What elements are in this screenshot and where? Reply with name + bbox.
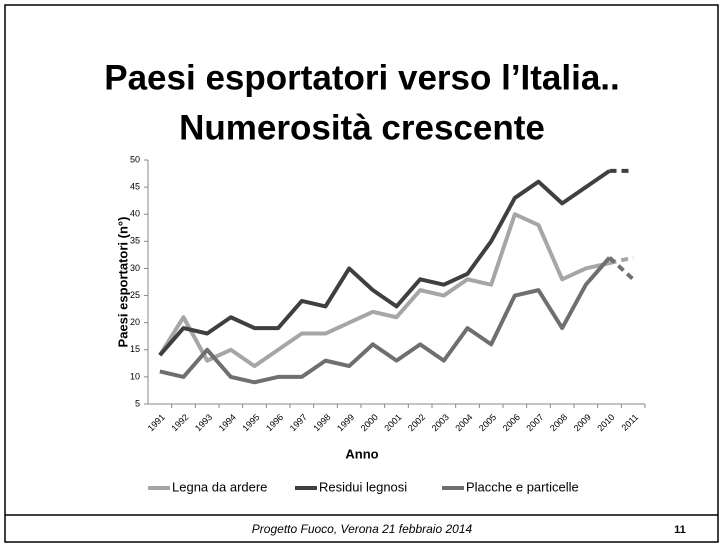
y-tick-label: 20: [130, 317, 140, 327]
y-tick-label: 15: [130, 344, 140, 354]
legend-label: Legna da ardere: [172, 479, 267, 494]
y-tick-label: 45: [130, 181, 140, 191]
y-tick-label: 25: [130, 290, 140, 300]
y-tick-label: 10: [130, 371, 140, 381]
y-tick-label: 40: [130, 209, 140, 219]
y-tick-label: 50: [130, 154, 140, 164]
footer-text: Progetto Fuoco, Verona 21 febbraio 2014: [252, 522, 473, 536]
x-axis-label: Anno: [345, 446, 378, 461]
legend-label: Placche e particelle: [466, 479, 579, 494]
title-line: Paesi esportatori verso l’Italia..: [104, 58, 620, 97]
series-line: [159, 256, 612, 385]
slide-border: [4, 4, 719, 543]
y-tick-label: 5: [135, 398, 140, 408]
series-line: [158, 212, 610, 369]
y-axis-label: Paesi esportatori (n°): [115, 217, 130, 348]
series-line: [158, 169, 611, 357]
page-number: 11: [674, 524, 686, 536]
legend-label: Residui legnosi: [319, 479, 407, 494]
y-tick-label: 35: [130, 236, 140, 246]
y-tick-label: 30: [130, 263, 140, 273]
series-line-dashed: [608, 256, 635, 281]
title-line: Numerosità crescente: [179, 108, 545, 147]
